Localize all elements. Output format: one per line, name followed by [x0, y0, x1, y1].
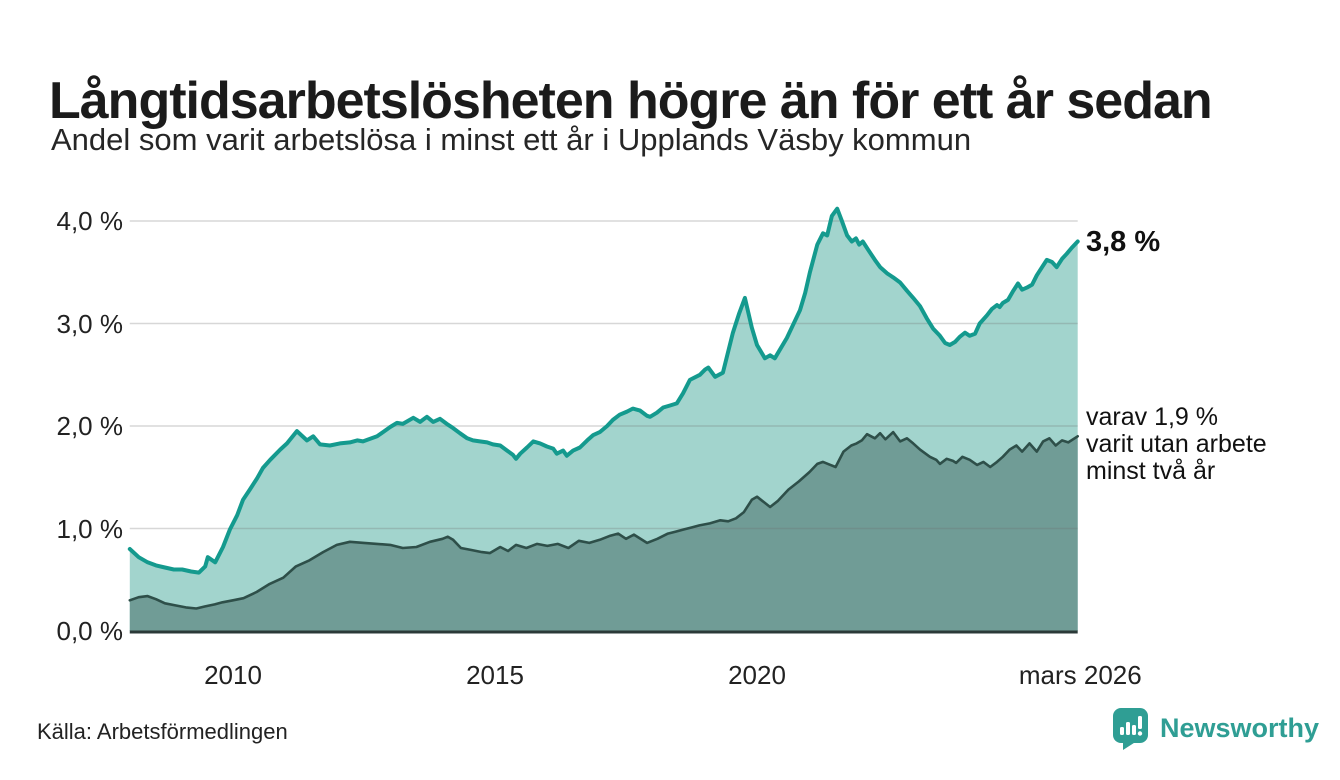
latest-value-label: 3,8 % — [1086, 226, 1161, 258]
y-tick-label: 4,0 % — [56, 206, 124, 236]
secondary-value-label: varav 1,9 % varit utan arbete minst två … — [1086, 404, 1267, 485]
page-title: Långtidsarbetslösheten högre än för ett … — [49, 71, 1213, 130]
x-tick-label: 2020 — [728, 660, 786, 690]
newsworthy-logo: Newsworthy — [1110, 706, 1319, 751]
chart-subtitle: Andel som varit arbetslösa i minst ett å… — [51, 122, 972, 157]
y-tick-label: 1,0 % — [56, 513, 124, 544]
x-tick-label: mars 2026 — [1018, 660, 1142, 690]
newsworthy-chart-bubble-icon — [1113, 708, 1148, 750]
y-tick-label: 2,0 % — [56, 411, 124, 441]
newsworthy-wordmark: Newsworthy — [1160, 713, 1320, 743]
x-tick-label: 2015 — [466, 660, 524, 690]
y-tick-label: 0,0 % — [56, 616, 124, 646]
series2-area — [129, 432, 1078, 631]
series1-line — [127, 206, 1080, 575]
x-tick-label: 2010 — [204, 660, 262, 690]
y-tick-label: 3,0 % — [56, 308, 124, 339]
secondary-value-line3: minst två år — [1086, 457, 1216, 485]
source-attribution: Källa: Arbetsförmedlingen — [37, 719, 288, 744]
secondary-value-line2: varit utan arbete — [1086, 430, 1267, 458]
secondary-value-line1: varav 1,9 % — [1086, 403, 1219, 431]
series2-line — [128, 430, 1079, 610]
